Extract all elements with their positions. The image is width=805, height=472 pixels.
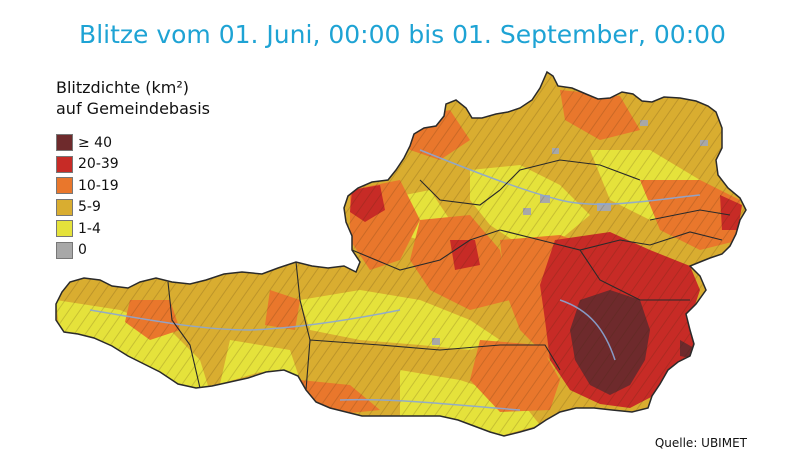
legend-label: 0 — [78, 242, 87, 259]
legend-label: 1-4 — [78, 220, 101, 237]
legend-label: 5-9 — [78, 199, 101, 216]
legend-item-20-39: 20-39 — [56, 154, 210, 176]
legend-label: 10-19 — [78, 177, 119, 194]
legend: Blitzdichte (km²) auf Gemeindebasis ≥ 40… — [56, 77, 210, 261]
legend-item-10-19: 10-19 — [56, 175, 210, 197]
legend-item-0: 0 — [56, 240, 210, 262]
legend-swatch — [56, 198, 73, 216]
legend-item-ge40: ≥ 40 — [56, 132, 210, 154]
legend-swatch — [56, 155, 73, 173]
legend-label: ≥ 40 — [78, 134, 112, 151]
map-title: Blitze vom 01. Juni, 00:00 bis 01. Septe… — [79, 20, 726, 49]
legend-title-line1: Blitzdichte (km²) — [56, 78, 190, 97]
legend-item-1-4: 1-4 — [56, 218, 210, 240]
rivers — [89, 149, 701, 411]
legend-label: 20-39 — [78, 156, 119, 173]
state-borders — [167, 159, 731, 391]
legend-swatch — [56, 220, 73, 238]
legend-item-5-9: 5-9 — [56, 197, 210, 219]
legend-swatch — [56, 134, 73, 152]
source-credit: Quelle: UBIMET — [654, 436, 747, 450]
legend-title-line2: auf Gemeindebasis — [56, 99, 210, 118]
legend-swatch — [56, 241, 73, 259]
legend-items: ≥ 40 20-39 10-19 5-9 1-4 0 — [56, 132, 210, 261]
legend-swatch — [56, 177, 73, 195]
